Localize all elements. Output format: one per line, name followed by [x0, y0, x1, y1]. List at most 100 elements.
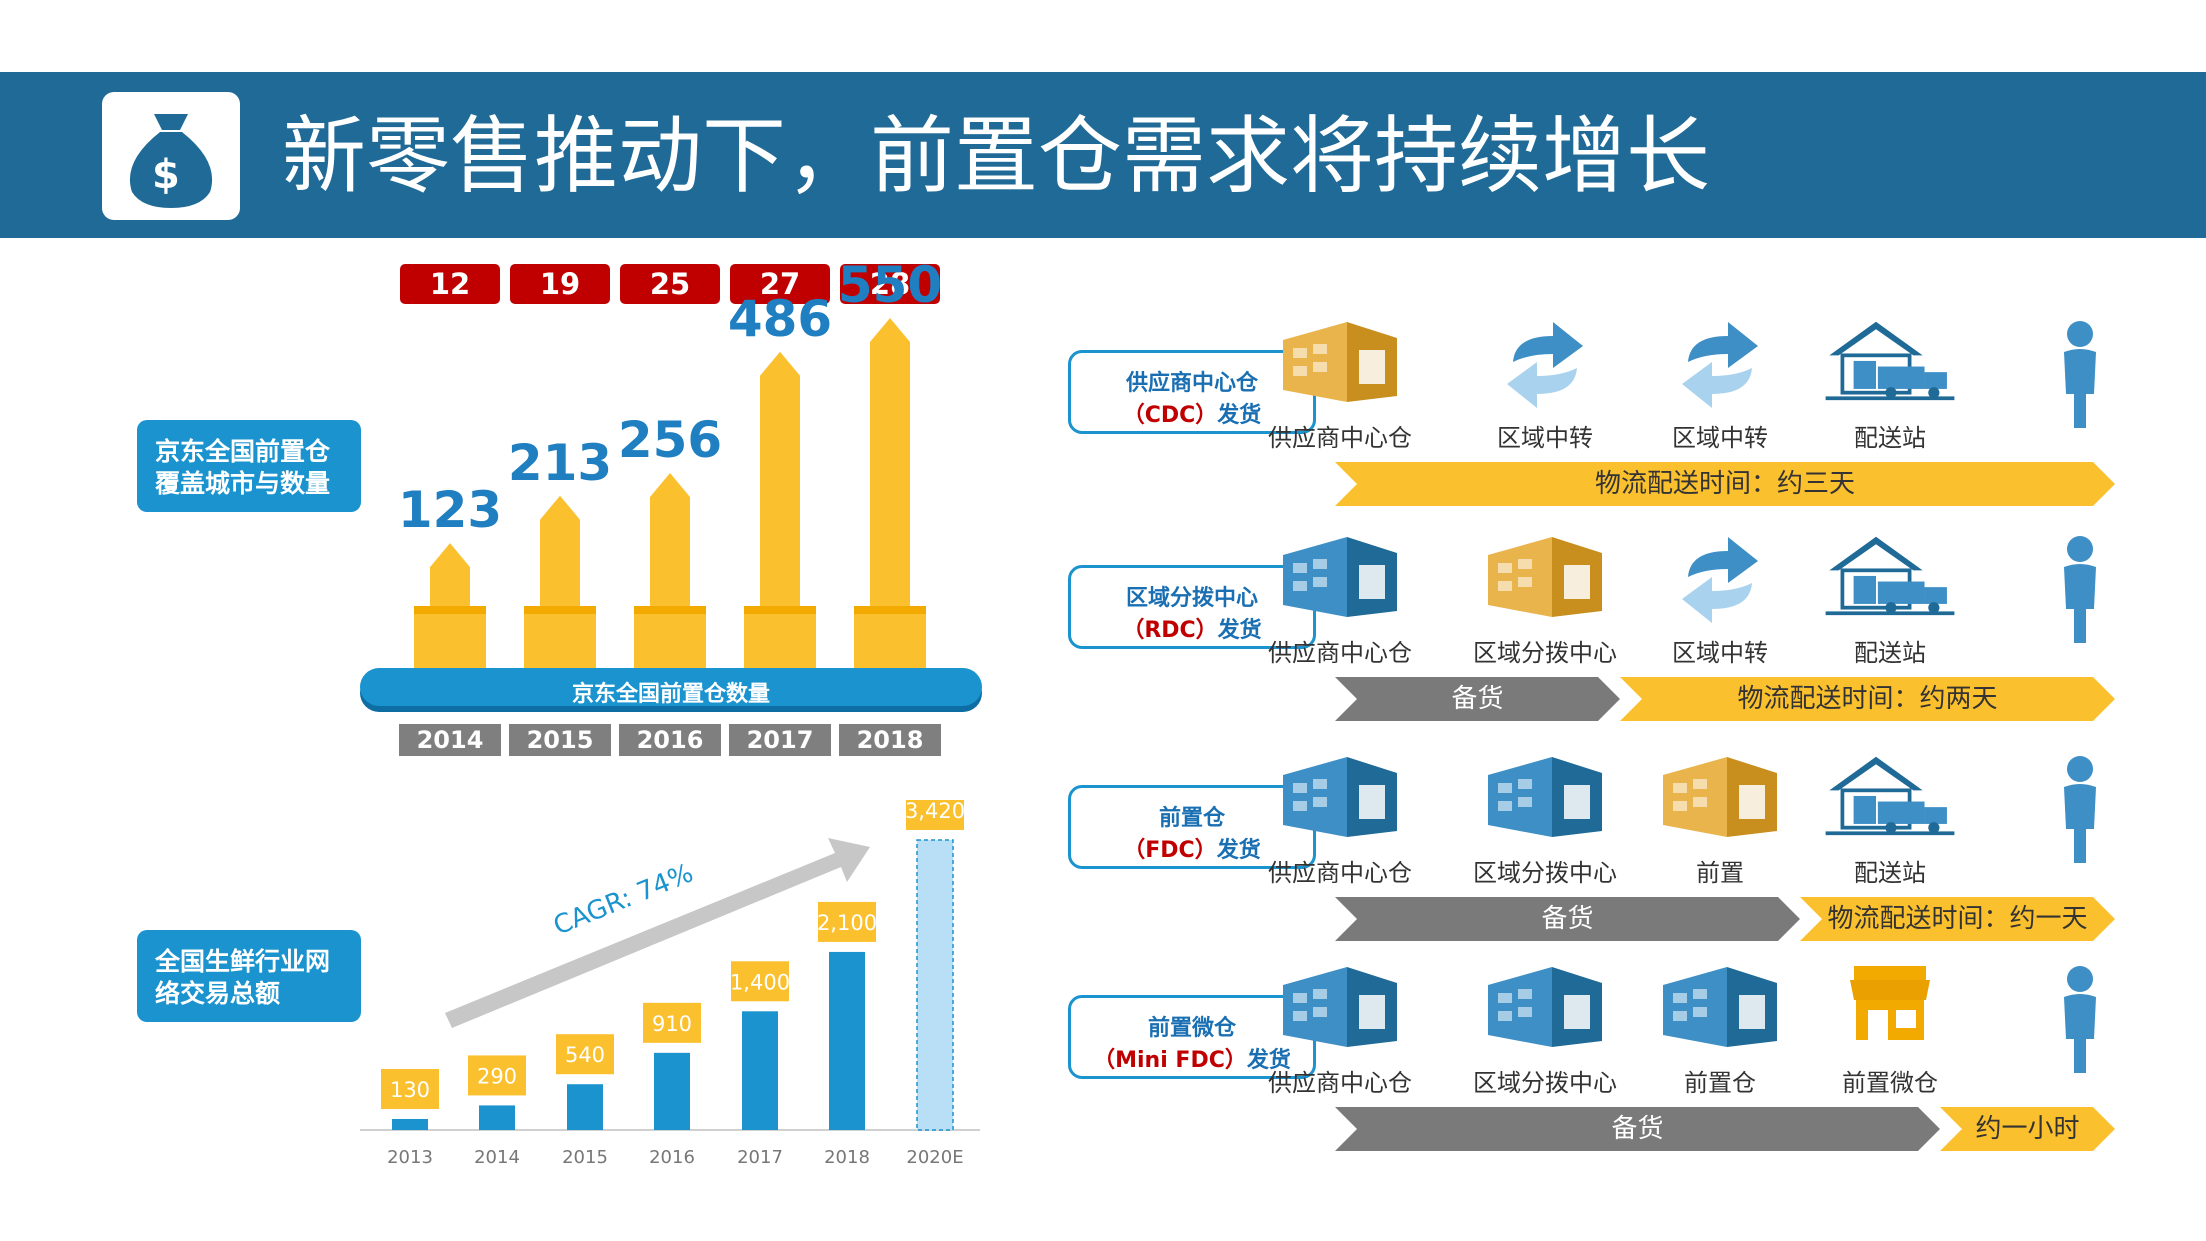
- ship-code: （Mini FDC）: [1093, 1048, 1247, 1073]
- ship-code: （FDC）: [1123, 838, 1217, 863]
- ship-action: 发货: [1246, 1048, 1291, 1073]
- warehouse-blue-icon: [1270, 955, 1410, 1055]
- header-bar: [0, 72, 2206, 238]
- gmv-year-label: 2018: [824, 1147, 870, 1168]
- ship-code: （CDC）: [1122, 403, 1218, 428]
- bar-base: [634, 606, 706, 668]
- bar-tower: [760, 351, 800, 618]
- node-label: 配送站: [1854, 859, 1926, 887]
- gmv-value-box: [731, 961, 789, 1002]
- person-icon: [2060, 965, 2100, 1075]
- node-label: 前置: [1696, 859, 1744, 887]
- gmv-value-box: [643, 1002, 701, 1043]
- gmv-bar: [916, 839, 954, 1131]
- gmv-year-label: 2017: [737, 1147, 783, 1168]
- person-icon: [2060, 320, 2100, 430]
- fresh-gmv-label-box: 全国生鲜行业网 络交易总额: [137, 930, 361, 1022]
- node-label: 前置仓: [1684, 1069, 1756, 1097]
- node-label: 配送站: [1854, 424, 1926, 452]
- node-label: 区域分拨中心: [1473, 639, 1617, 667]
- fresh-gmv-chart: CAGR: 74% 13020132902014540201591020161,…: [360, 800, 980, 1168]
- gmv-bar: [829, 951, 865, 1130]
- ship-origin-box: 供应商中心仓 （CDC）发货: [1068, 350, 1316, 434]
- gmv-bar: [479, 1105, 515, 1130]
- node-label: 供应商中心仓: [1268, 424, 1412, 452]
- person-icon: [2060, 535, 2100, 645]
- delivery-time-arrow: 物流配送时间：约两天: [1620, 677, 2115, 721]
- node-label: 配送站: [1854, 639, 1926, 667]
- bar-base: [524, 606, 596, 668]
- svg-text:%: %: [176, 173, 206, 208]
- delivery-station-icon: [1820, 310, 1960, 410]
- bar-tower: [650, 473, 690, 618]
- ship-code: （RDC）: [1122, 618, 1218, 643]
- ship-action: 发货: [1217, 618, 1262, 643]
- node-label: 前置微仓: [1842, 1069, 1938, 1097]
- bar-value-label: 213: [507, 433, 613, 492]
- delivery-time-arrow: 物流配送时间：约三天: [1335, 462, 2115, 506]
- platform-label: 京东全国前置仓数量: [571, 682, 770, 707]
- warehouse-blue-icon: [1475, 745, 1615, 845]
- bar-value-label: 256: [617, 411, 723, 470]
- money-bag-percent-icon: $ %: [102, 92, 240, 220]
- gmv-value-label: 130: [390, 1078, 430, 1102]
- warehouse-blue-icon: [1270, 745, 1410, 845]
- bar-base: [414, 606, 486, 668]
- node-label: 供应商中心仓: [1268, 639, 1412, 667]
- person-icon: [2060, 755, 2100, 865]
- gmv-year-label: 2014: [474, 1147, 520, 1168]
- year-label: 2015: [509, 724, 611, 756]
- bar-tower: [540, 495, 580, 618]
- city-count-badge: 12: [400, 264, 500, 304]
- transfer-arrows-icon: [1650, 310, 1790, 410]
- gmv-year-label: 2015: [562, 1147, 608, 1168]
- ship-origin-box: 前置微仓 （Mini FDC）发货: [1068, 995, 1316, 1079]
- delivery-station-icon: [1820, 525, 1960, 625]
- ship-origin-name: 区域分拨中心: [1125, 586, 1258, 611]
- bar-value-label: 550: [837, 256, 943, 314]
- year-label: 2018: [839, 724, 941, 756]
- ship-origin-name: 供应商中心仓: [1125, 371, 1258, 396]
- ship-action: 发货: [1216, 838, 1261, 863]
- gmv-year-label: 2016: [649, 1147, 695, 1168]
- ship-origin-box: 区域分拨中心 （RDC）发货: [1068, 565, 1316, 649]
- jd-fdc-label-box: 京东全国前置仓 覆盖城市与数量: [137, 420, 361, 512]
- ship-origin-name: 前置仓: [1158, 806, 1225, 831]
- stocking-arrow: 备货: [1335, 897, 1800, 941]
- node-label: 供应商中心仓: [1268, 1069, 1412, 1097]
- storefront-yellow-icon: [1820, 955, 1960, 1055]
- svg-text:$: $: [152, 152, 180, 198]
- delivery-time-arrow: 物流配送时间：约一天: [1800, 897, 2115, 941]
- year-label: 2017: [729, 724, 831, 756]
- warehouse-blue-icon: [1650, 955, 1790, 1055]
- jd-fdc-label-line2: 覆盖城市与数量: [155, 469, 331, 498]
- warehouse-blue-icon: [1270, 525, 1410, 625]
- node-label: 区域中转: [1672, 639, 1768, 667]
- gmv-bar: [567, 1084, 603, 1130]
- bar-value-label: 123: [397, 481, 503, 540]
- ship-origin-code: （FDC）发货: [1071, 832, 1313, 864]
- gmv-value-box: [818, 901, 876, 942]
- fresh-gmv-label-line2: 络交易总额: [155, 979, 281, 1008]
- bar-value-label: 486: [727, 289, 833, 348]
- gmv-value-label: 2,100: [817, 911, 877, 935]
- node-label: 供应商中心仓: [1268, 859, 1412, 887]
- jd-fdc-label-line1: 京东全国前置仓: [155, 437, 331, 466]
- gmv-value-label: 540: [565, 1043, 605, 1067]
- gmv-value-box: [468, 1055, 526, 1096]
- node-label: 区域中转: [1497, 424, 1593, 452]
- stocking-arrow: 备货: [1335, 677, 1620, 721]
- node-label: 区域分拨中心: [1473, 859, 1617, 887]
- page-title: 新零售推动下，前置仓需求将持续增长: [282, 107, 1711, 205]
- delivery-time-arrow: 约一小时: [1940, 1107, 2115, 1151]
- gmv-value-label: 1,400: [730, 970, 790, 994]
- gmv-value-box: [556, 1034, 614, 1075]
- city-count-badge: 28: [840, 264, 940, 304]
- gmv-bar: [654, 1052, 690, 1130]
- ship-origin-name: 前置微仓: [1147, 1016, 1236, 1041]
- transfer-arrows-icon: [1475, 310, 1615, 410]
- stocking-arrow: 备货: [1335, 1107, 1940, 1151]
- platform-bar: [360, 668, 982, 706]
- bar-base: [744, 606, 816, 668]
- gmv-year-label: 2020E: [906, 1147, 963, 1168]
